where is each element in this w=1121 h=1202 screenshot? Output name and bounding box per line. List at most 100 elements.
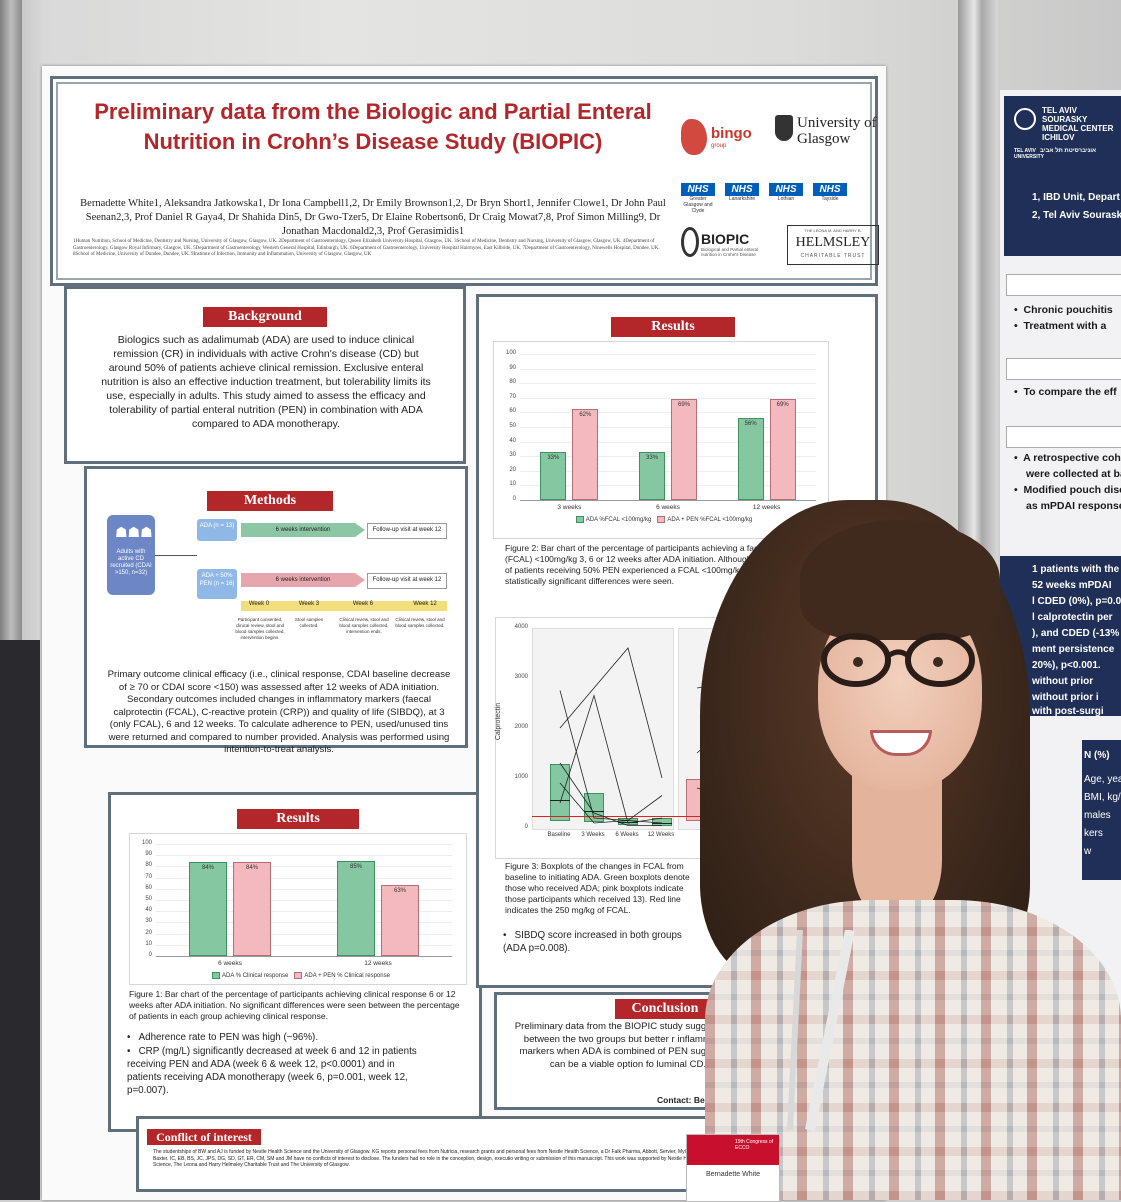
adjacent-result: 52 weeks mPDAI bbox=[1032, 580, 1112, 591]
conflict-section: Conflict of interest The studentships of… bbox=[136, 1116, 776, 1192]
results-right-section: Results 0 10 20 30 40 50 60 70 80 90 100 3 weeks 33%… bbox=[476, 294, 878, 988]
bullet-text: CRP (mg/L) significantly decreased at we… bbox=[127, 1046, 417, 1096]
chart-legend: ADA % Clinical response ADA + PEN % Clini… bbox=[130, 972, 466, 979]
badge-header bbox=[687, 1135, 779, 1165]
ada-intervention-arrow: 6 weeks intervention bbox=[241, 523, 365, 537]
gridline bbox=[156, 900, 452, 901]
gridline bbox=[520, 383, 816, 385]
threshold-line bbox=[532, 815, 818, 817]
bingo-logo-icon bbox=[681, 119, 707, 155]
methods-section: Methods ☗☗☗ Adults with active CD recrui… bbox=[84, 466, 468, 755]
y-tick-label: 20 bbox=[509, 466, 516, 473]
y-tick-label: 1000 bbox=[514, 774, 528, 780]
nhs-label: NHS bbox=[725, 183, 759, 196]
y-tick-label: 100 bbox=[141, 840, 152, 846]
y-tick-label: 0 bbox=[512, 496, 516, 502]
nhs-label: NHS bbox=[769, 183, 803, 196]
timeline-bar bbox=[241, 601, 447, 611]
poster-authors: Bernadette White1, Aleksandra Jatkowska1… bbox=[80, 198, 666, 237]
legend-label: ADA %FCAL <100mg/kg bbox=[585, 517, 652, 524]
lanyard bbox=[787, 930, 855, 1131]
smile bbox=[870, 730, 932, 756]
tau-hebrew: אוניברסיטת תל אביב bbox=[1040, 148, 1097, 154]
bar-value-label: 69% bbox=[677, 402, 690, 409]
x-tick-label: 12 weeks bbox=[752, 504, 781, 511]
adjacent-table-head: N (%) bbox=[1084, 750, 1110, 761]
bar-ada bbox=[737, 418, 764, 500]
y-tick-label: 50 bbox=[145, 896, 152, 902]
y-tick-label: 40 bbox=[509, 437, 516, 444]
nhs-label: NHS bbox=[681, 183, 715, 196]
conflict-heading: Conflict of interest bbox=[147, 1129, 261, 1145]
gridline bbox=[520, 456, 816, 458]
adjacent-section-header bbox=[1006, 274, 1121, 296]
figure1-chart: 0 10 20 30 40 50 60 70 80 90 100 6 weeks 84% 84% 12 we… bbox=[129, 833, 467, 985]
boxplot-ada bbox=[652, 818, 672, 826]
adjacent-line: • Chronic pouchitis bbox=[1014, 304, 1113, 316]
pen-arm-box: ADA + 50% PEN (n = 16) bbox=[197, 569, 237, 599]
week-3-note: Stool samples collected. bbox=[294, 617, 324, 628]
y-tick-label: 80 bbox=[145, 862, 152, 869]
legend-label: ADA % Clinical response bbox=[222, 973, 289, 980]
y-tick-label: 40 bbox=[145, 907, 152, 914]
adjacent-line-text: as mPDAI response i bbox=[1026, 500, 1121, 512]
biopic-logo-text: BIOPIC bbox=[701, 231, 750, 247]
trajectory-line bbox=[559, 762, 662, 826]
results-left-heading: Results bbox=[237, 809, 359, 829]
adjacent-affiliation-2: 2, Tel Aviv Sourasky bbox=[1032, 210, 1121, 221]
x-tick-label: 6 weeks bbox=[656, 504, 680, 511]
x-axis bbox=[520, 500, 816, 501]
adjacent-section-header bbox=[1006, 426, 1121, 448]
bar-ada bbox=[189, 861, 227, 956]
biopic-logo-icon bbox=[681, 227, 699, 257]
name-badge: 19th Congress of ECCO Bernadette White bbox=[686, 1134, 780, 1202]
boxplot-ada bbox=[550, 764, 570, 821]
adjacent-result: 20%), p<0.001. bbox=[1032, 660, 1101, 671]
adjacent-line: • To compare the eff bbox=[1014, 386, 1117, 398]
bar-ada-pen bbox=[769, 399, 796, 500]
people-icon: ☗☗☗ bbox=[115, 524, 153, 540]
adjacent-results-panel: 1 patients with the 52 weeks mPDAI l CDE… bbox=[1000, 556, 1121, 717]
gridline bbox=[156, 844, 452, 845]
trajectory-line bbox=[559, 647, 663, 779]
adjacent-table-row: Age, yea bbox=[1084, 774, 1121, 785]
y-tick-label: 70 bbox=[509, 393, 516, 400]
y-tick-label: 90 bbox=[145, 851, 152, 858]
adjacent-line-text: Treatment with a bbox=[1023, 320, 1107, 332]
conclusion-text: Preliminary data from the BIOPIC study s… bbox=[514, 1021, 742, 1070]
bar-ada bbox=[540, 451, 567, 500]
y-tick-label: 10 bbox=[509, 481, 516, 488]
y-tick-label: 90 bbox=[509, 364, 516, 371]
gridline bbox=[156, 922, 452, 924]
gridline bbox=[156, 944, 452, 946]
bar-value-label: 84% bbox=[245, 864, 258, 871]
adjacent-table-row: kers bbox=[1084, 828, 1103, 839]
adjacent-result: with post-surgi bbox=[1032, 706, 1104, 717]
week-0-label: Week 0 bbox=[248, 601, 270, 607]
person-bangs bbox=[800, 520, 1000, 640]
results-left-bullet-2: • CRP (mg/L) significantly decreased at … bbox=[127, 1046, 417, 1096]
university-crest-icon bbox=[775, 115, 793, 141]
nhs-label: NHS bbox=[813, 183, 847, 196]
pen-followup-box: Follow-up visit at week 12 bbox=[367, 573, 447, 589]
y-tick-label: 80 bbox=[509, 379, 516, 386]
trajectory-line bbox=[559, 694, 663, 824]
contact-line: Contact: Be bbox=[657, 1095, 705, 1105]
nhs-board: Greater Glasgow and Clyde bbox=[683, 196, 713, 214]
y-tick-label: 20 bbox=[145, 929, 152, 936]
adjacent-line-text: Modified pouch dise bbox=[1023, 484, 1121, 496]
adjacent-result: ), and CDED (-13% bbox=[1032, 628, 1120, 639]
nhs-board: Tayside bbox=[821, 196, 839, 202]
week-6-note: Clinical review, stool and blood samples… bbox=[339, 617, 389, 634]
adjacent-line-text: were collected at ba bbox=[1026, 468, 1121, 480]
research-poster: Preliminary data from the Biologic and P… bbox=[42, 66, 886, 1200]
x-tick-label: 12 weeks bbox=[364, 960, 392, 967]
biopic-logo-sub: Biological and Partial enteral nutrition… bbox=[701, 247, 759, 257]
adjacent-result: ment persistence bbox=[1032, 644, 1115, 655]
y-tick-label: 0 bbox=[524, 824, 528, 830]
boxplot-median bbox=[550, 800, 570, 801]
legend-swatch bbox=[657, 516, 666, 523]
badge-name: Bernadette White bbox=[705, 1171, 761, 1178]
bar-value-label: 62% bbox=[579, 412, 592, 419]
week-12-label: Week 12 bbox=[413, 601, 437, 607]
